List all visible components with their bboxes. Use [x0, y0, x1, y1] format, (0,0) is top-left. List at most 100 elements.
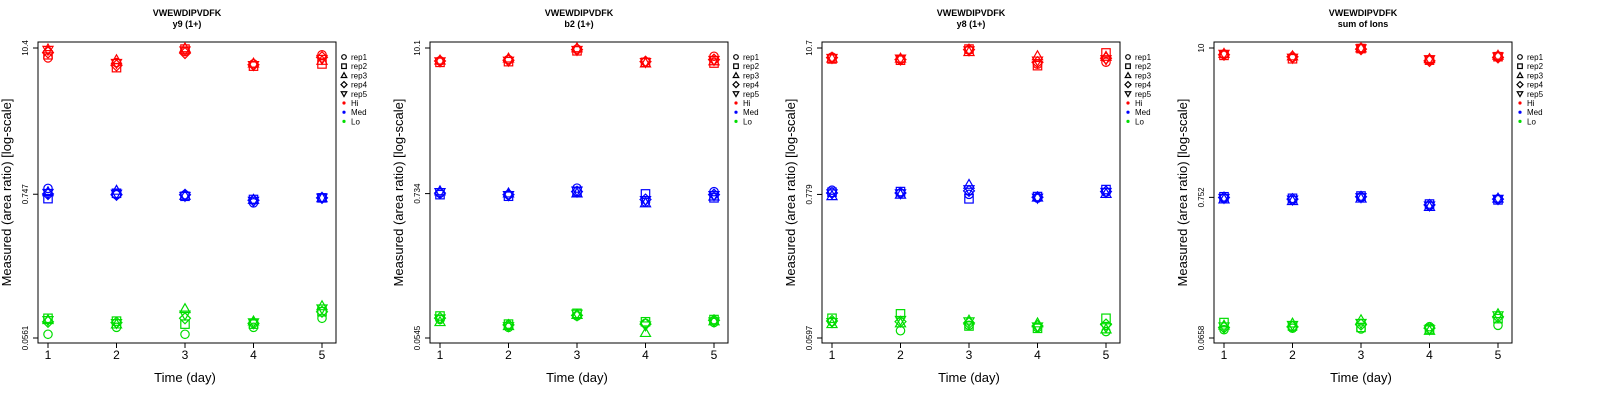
data-point-hi-rep2: [1032, 60, 1043, 71]
legend-symbol-rep2: [733, 63, 739, 70]
y-tick-label: 0.779: [805, 184, 814, 205]
legend-label-lo: Lo: [743, 117, 752, 126]
data-point-hi-rep3: [1286, 49, 1299, 61]
legend-symbol-rep3: [1124, 71, 1132, 79]
y-axis-label: Measured (area ratio) [log-scale]: [1175, 99, 1190, 287]
legend-symbol-rep2: [341, 63, 347, 70]
legend-label-rep4: rep4: [743, 81, 760, 90]
legend-label-rep4: rep4: [1527, 81, 1544, 90]
data-point-hi-rep5: [502, 56, 515, 68]
data-point-hi-rep5: [707, 55, 721, 67]
legend-symbol-rep4: [1516, 80, 1524, 89]
chart-title: VWEWDIPVDFK: [545, 8, 614, 18]
data-point-lo-rep5: [41, 316, 55, 327]
data-point-hi-rep5: [1099, 55, 1113, 66]
data-point-med-rep5: [1286, 195, 1299, 207]
x-tick-label: 3: [574, 348, 581, 362]
data-point-hi-rep5: [1491, 52, 1505, 63]
data-point-lo-rep2: [964, 321, 974, 331]
legend-dot-hi: [342, 101, 346, 105]
data-point-hi-rep5: [639, 57, 652, 69]
data-point-hi-rep1: [1101, 57, 1111, 67]
y-tick-label: 0.0561: [21, 325, 30, 350]
data-point-hi-rep5: [894, 54, 907, 66]
x-tick-label: 4: [642, 348, 649, 362]
data-point-med-rep2: [43, 193, 53, 204]
x-tick-label: 2: [897, 348, 904, 362]
data-point-lo-rep3: [1491, 307, 1505, 319]
data-point-lo-rep4: [315, 305, 329, 319]
data-point-lo-rep5: [315, 304, 329, 315]
plot-frame: [429, 41, 729, 344]
legend-label-rep3: rep3: [743, 71, 760, 80]
legend-symbol-rep1: [1517, 54, 1523, 60]
legend-label-rep2: rep2: [743, 62, 760, 71]
legend-label-rep4: rep4: [351, 81, 368, 90]
y-axis-label: Measured (area ratio) [log-scale]: [391, 99, 406, 287]
legend-label-rep5: rep5: [351, 90, 368, 99]
data-point-med-rep5: [1031, 193, 1044, 205]
data-point-lo-rep5: [178, 310, 192, 322]
y-tick-label: 10: [1197, 43, 1206, 52]
legend-label-lo: Lo: [1135, 117, 1144, 126]
legend-symbol-rep3: [340, 71, 348, 79]
legend-symbol-rep5: [340, 91, 348, 98]
data-point-hi-rep5: [1423, 55, 1436, 66]
x-tick-label: 1: [437, 348, 444, 362]
legend-label-rep3: rep3: [351, 71, 368, 80]
data-point-med-rep5: [1354, 193, 1368, 204]
x-tick-label: 4: [1426, 348, 1433, 362]
data-point-med-rep5: [315, 193, 329, 205]
legend-label-rep1: rep1: [1135, 53, 1152, 62]
data-point-hi-rep3: [433, 54, 447, 65]
x-tick-label: 2: [1289, 348, 1296, 362]
legend-dot-lo: [342, 119, 346, 123]
legend-label-rep5: rep5: [1135, 90, 1152, 99]
data-point-lo-rep5: [707, 317, 721, 329]
data-point-lo-rep3: [707, 314, 721, 326]
data-point-hi-rep5: [1354, 44, 1368, 55]
y-tick-label: 0.0658: [1197, 325, 1206, 350]
legend-symbol-rep1: [733, 54, 739, 60]
data-point-hi-rep3: [1217, 47, 1231, 58]
data-point-lo-rep5: [894, 315, 907, 327]
legend-label-hi: Hi: [1527, 99, 1535, 108]
data-point-lo-rep5: [247, 318, 260, 329]
data-point-lo-rep3: [1286, 316, 1299, 328]
legend-symbol-rep4: [1124, 80, 1132, 89]
legend-symbol-rep5: [732, 91, 740, 98]
data-point-med-rep5: [894, 189, 907, 200]
y-axis-label: Measured (area ratio) [log-scale]: [783, 99, 798, 287]
legend-label-lo: Lo: [351, 117, 360, 126]
legend-label-rep1: rep1: [351, 53, 368, 62]
plot-frame: [37, 41, 337, 344]
chart-subtitle: y9 (1+): [173, 19, 202, 29]
data-point-hi-rep5: [1031, 56, 1044, 68]
data-point-hi-rep5: [41, 45, 55, 57]
data-point-hi-rep3: [247, 57, 260, 68]
legend-label-hi: Hi: [351, 99, 359, 108]
legend-label-med: Med: [351, 108, 367, 117]
legend-label-rep1: rep1: [1527, 53, 1544, 62]
legend-label-med: Med: [1527, 108, 1543, 117]
data-point-med-rep5: [639, 195, 652, 207]
data-point-hi-rep5: [1286, 53, 1299, 65]
data-point-hi-rep3: [1354, 41, 1368, 53]
data-point-hi-rep5: [110, 58, 123, 70]
chart-subtitle: sum of Ions: [1338, 19, 1389, 29]
plot-frame: [1213, 41, 1513, 344]
y-tick-label: 10.7: [805, 40, 814, 56]
data-point-med-rep3: [178, 189, 192, 200]
legend-label-med: Med: [1135, 108, 1151, 117]
data-point-hi-rep5: [825, 53, 839, 65]
legend-label-hi: Hi: [743, 99, 751, 108]
chart-subtitle: b2 (1+): [564, 19, 593, 29]
data-point-med-rep5: [110, 189, 123, 201]
data-point-lo-rep5: [1491, 311, 1505, 322]
x-tick-label: 5: [319, 348, 326, 362]
data-point-med-rep3: [315, 191, 329, 203]
legend-symbol-rep3: [732, 71, 740, 79]
